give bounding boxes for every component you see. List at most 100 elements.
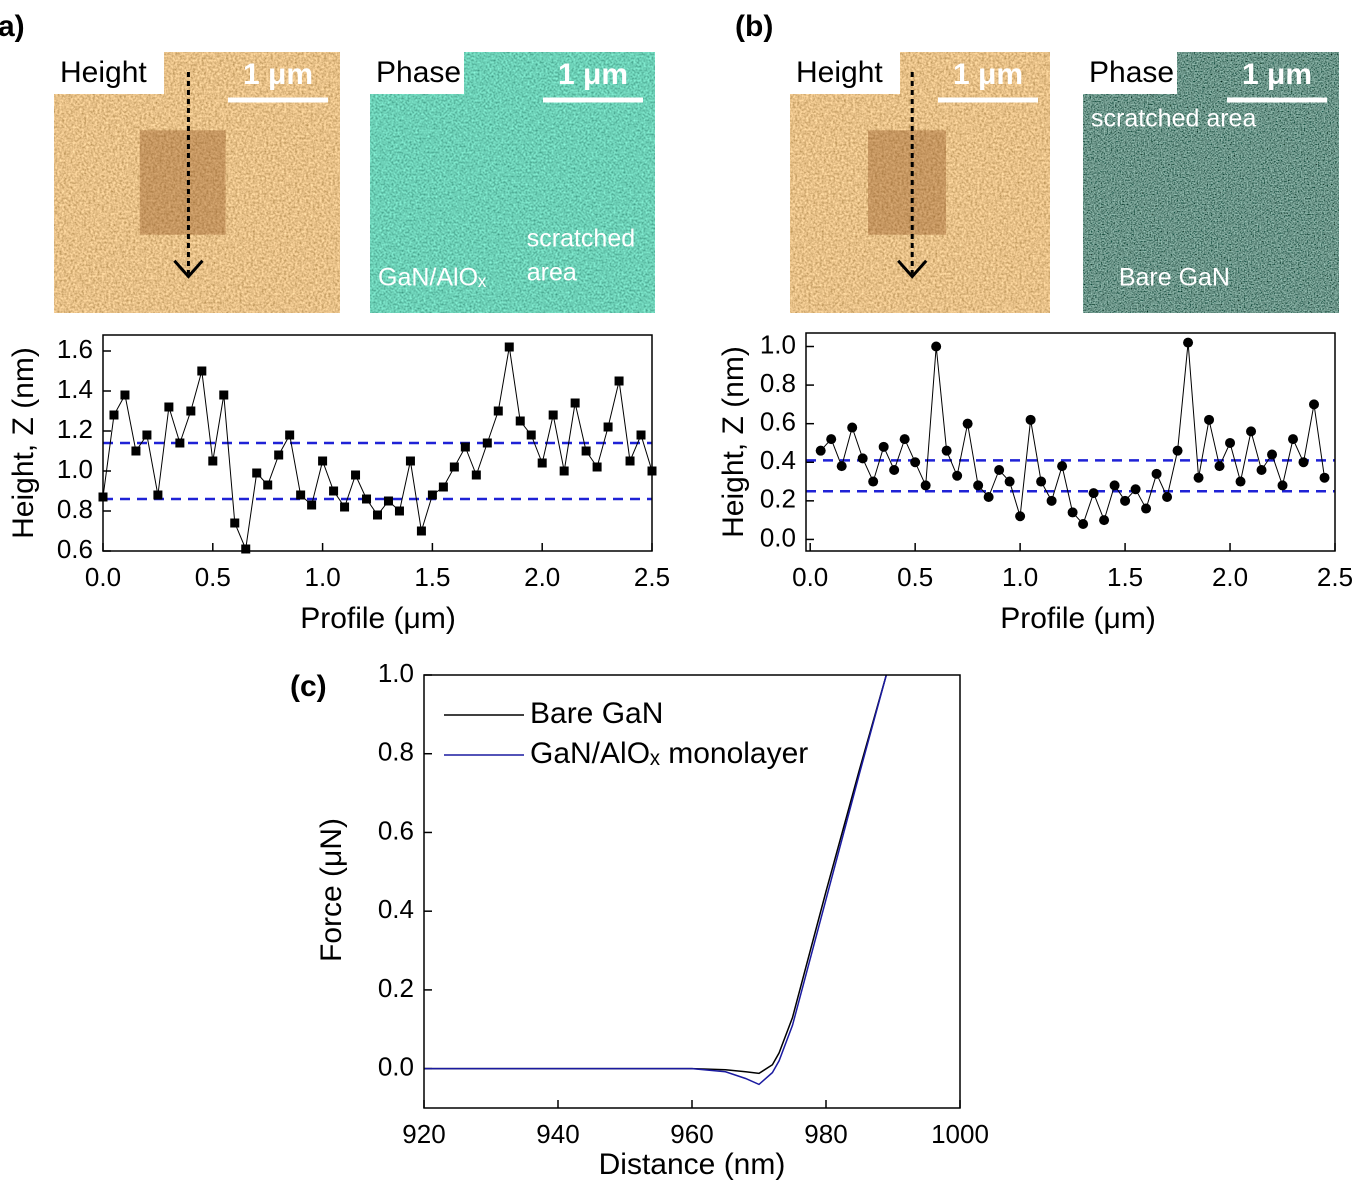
data-point — [1130, 484, 1141, 495]
y-tick-label: 0.4 — [378, 894, 414, 924]
data-point — [625, 456, 635, 466]
y-tick-label: 0.8 — [57, 494, 93, 524]
legend-label: Bare GaN — [530, 697, 663, 730]
data-point — [1214, 461, 1225, 472]
scratch-region — [868, 130, 946, 235]
x-tick-label: 1000 — [931, 1119, 989, 1149]
data-point — [1141, 503, 1152, 514]
data-point — [592, 462, 602, 472]
data-point — [449, 462, 459, 472]
data-point — [1225, 437, 1236, 448]
image-annotation: area — [527, 259, 577, 287]
data-point — [994, 464, 1005, 475]
data-point — [230, 518, 240, 528]
x-tick-label: 1.0 — [305, 562, 341, 592]
data-point — [636, 430, 646, 440]
data-point — [482, 438, 492, 448]
data-point — [836, 461, 847, 472]
x-tick-label: 2.0 — [524, 562, 560, 592]
data-point — [920, 480, 931, 491]
x-tick-label: 2.0 — [1212, 562, 1248, 592]
data-point — [1057, 461, 1068, 472]
data-point — [1046, 495, 1057, 506]
y-tick-label: 0.8 — [378, 737, 414, 767]
data-point — [603, 422, 613, 432]
label-box — [1083, 52, 1177, 94]
data-point — [1015, 511, 1026, 522]
data-point — [383, 496, 393, 506]
data-point — [847, 422, 858, 433]
data-point — [857, 453, 868, 464]
y-tick-label: 1.0 — [378, 658, 414, 688]
image-title: Phase — [376, 56, 461, 89]
y-tick-label: 0.6 — [378, 815, 414, 845]
data-point — [318, 456, 328, 466]
x-tick-label: 0.0 — [85, 562, 121, 592]
data-point — [219, 390, 229, 400]
data-point — [427, 490, 437, 500]
data-point — [1267, 449, 1278, 460]
x-tick-label: 960 — [670, 1119, 713, 1149]
data-point — [394, 506, 404, 516]
x-tick-label: 0.5 — [195, 562, 231, 592]
data-point — [1277, 480, 1288, 491]
sample-label: GaN/AlOₓ — [378, 264, 487, 292]
legend-label: GaN/AlOₓ monolayer — [530, 737, 808, 770]
data-point — [910, 457, 921, 468]
x-tick-label: 980 — [804, 1119, 847, 1149]
data-point — [405, 456, 415, 466]
x-tick-label: 0.5 — [897, 562, 933, 592]
data-point — [373, 510, 382, 520]
data-point — [1088, 488, 1099, 499]
x-tick-label: 1.0 — [1002, 562, 1038, 592]
data-point — [537, 458, 547, 468]
data-point — [815, 445, 826, 456]
data-point — [1256, 464, 1267, 475]
data-point — [559, 466, 569, 476]
data-point — [526, 430, 536, 440]
data-point — [570, 398, 580, 408]
data-point — [120, 390, 130, 400]
data-point — [153, 490, 163, 500]
scale-label: 1 μm — [243, 58, 313, 91]
data-point — [285, 430, 295, 440]
data-point — [1025, 414, 1036, 425]
scale-label: 1 μm — [1242, 58, 1312, 91]
data-point — [826, 434, 837, 445]
x-tick-label: 940 — [536, 1119, 579, 1149]
data-point — [973, 480, 984, 491]
plot-frame — [805, 332, 1336, 552]
data-point — [878, 441, 889, 452]
data-point — [952, 470, 963, 481]
data-point — [1036, 476, 1047, 487]
data-point — [186, 406, 196, 416]
y-tick-label: 1.2 — [57, 414, 93, 444]
y-tick-label: 0.2 — [760, 484, 796, 514]
y-axis-label: Height, Z (nm) — [717, 346, 750, 538]
y-tick-label: 0.4 — [760, 445, 796, 475]
label-box — [790, 52, 900, 94]
y-tick-label: 1.0 — [760, 329, 796, 359]
y-tick-label: 0.6 — [57, 534, 93, 564]
data-point — [548, 410, 558, 420]
data-point — [197, 366, 207, 376]
image-annotation: scratched — [527, 225, 635, 253]
data-point — [1172, 445, 1183, 456]
image-title: Height — [60, 56, 147, 89]
data-point — [941, 445, 952, 456]
data-point — [340, 502, 350, 512]
y-tick-label: 0.2 — [378, 973, 414, 1003]
x-axis-label: Profile (μm) — [300, 602, 456, 635]
data-point — [471, 470, 481, 480]
data-point — [889, 464, 900, 475]
data-point — [329, 486, 339, 496]
x-tick-label: 1.5 — [1107, 562, 1143, 592]
afm-image — [1083, 52, 1339, 313]
data-point — [1067, 507, 1078, 518]
panel-label: (c) — [290, 670, 327, 703]
data-point — [1298, 457, 1309, 468]
data-point — [1004, 476, 1015, 487]
y-tick-label: 0.0 — [378, 1052, 414, 1082]
data-point — [109, 410, 119, 420]
